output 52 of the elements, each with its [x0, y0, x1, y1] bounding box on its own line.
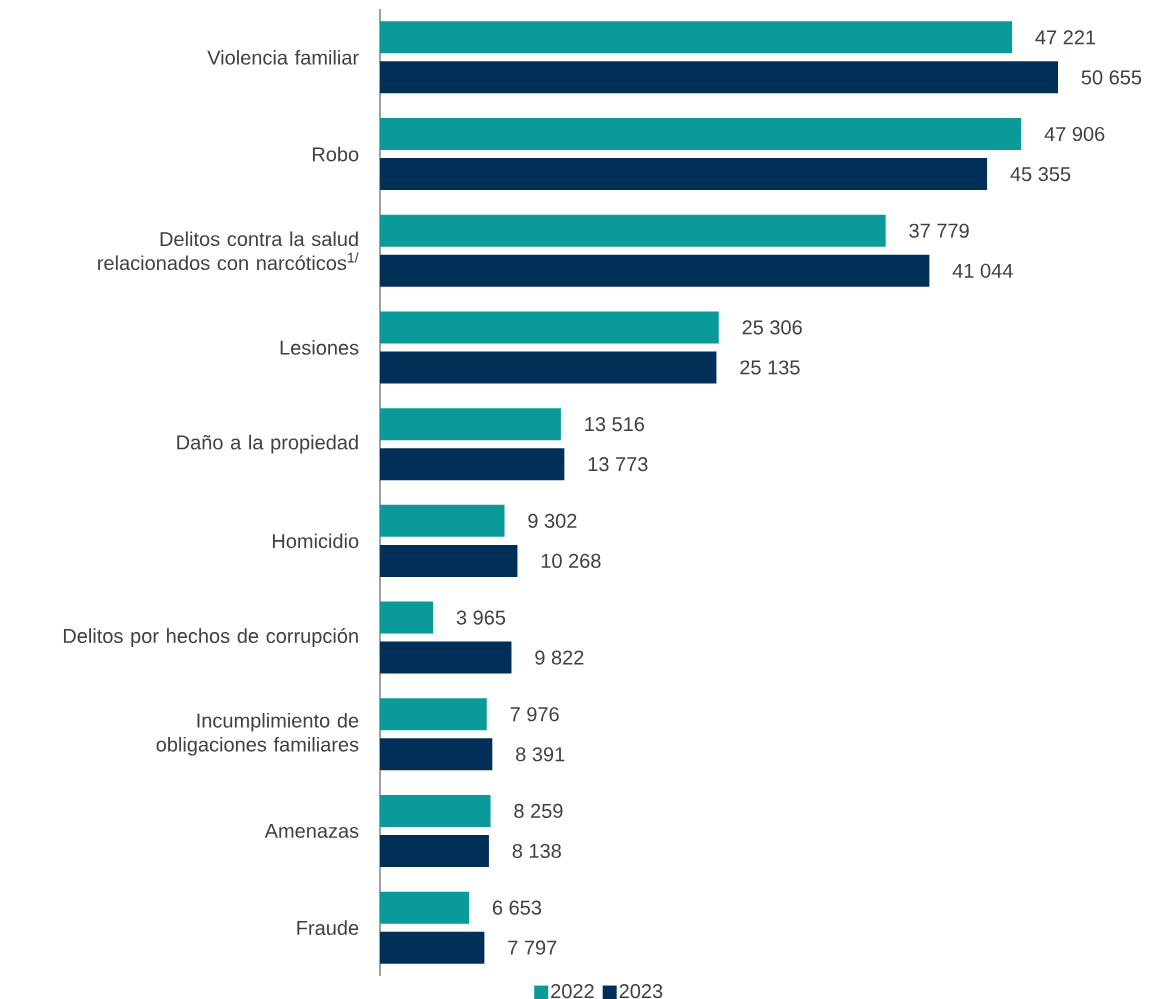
y-tick-label: Fraude	[297, 920, 359, 936]
data-label: 8 138	[512, 843, 561, 859]
data-label: 10 268	[541, 553, 601, 568]
y-tick-label: Homicidio	[272, 533, 359, 549]
data-label: 37 779	[909, 223, 969, 238]
y-tick-label: Robo	[312, 146, 359, 162]
data-label: 6 653	[492, 900, 542, 915]
data-label: 9 822	[535, 650, 584, 665]
bar	[380, 794, 491, 827]
bar	[380, 408, 561, 441]
data-label: 47 221	[1035, 30, 1096, 45]
data-label: 41 044	[952, 263, 1013, 278]
y-tick-label: Daño a la propiedad	[177, 434, 358, 454]
y-tick-label: Amenazas	[264, 823, 359, 838]
data-label: 7 976	[510, 707, 559, 722]
data-label: 25 135	[740, 360, 800, 375]
data-label: 9 302	[528, 513, 577, 528]
bar	[380, 834, 489, 867]
bar	[380, 311, 719, 344]
bar	[380, 504, 505, 537]
bar	[380, 448, 565, 481]
bar	[380, 601, 434, 634]
bar	[380, 158, 988, 191]
bar	[380, 214, 886, 247]
bar	[380, 351, 717, 384]
y-tick-label: Incumplimiento de obligaciones familiares	[156, 712, 359, 756]
data-label: 25 306	[742, 320, 802, 335]
bar	[380, 698, 487, 731]
bar	[380, 61, 1059, 94]
bar	[380, 544, 518, 577]
data-label: 13 773	[588, 457, 648, 472]
data-label: 47 906	[1044, 126, 1105, 142]
bar	[380, 738, 493, 771]
y-tick-label: Violencia familiar	[207, 50, 359, 65]
bar	[380, 21, 1013, 54]
data-label: 50 655	[1081, 70, 1142, 85]
legend-label: 2022	[551, 984, 594, 999]
y-tick-label: Delitos contra la salud relacionados con narcóticos$^{1/}$	[98, 231, 359, 271]
data-label: 8 259	[514, 803, 563, 819]
data-label: 8 391	[516, 747, 565, 762]
bar	[380, 254, 930, 287]
data-label: 13 516	[585, 417, 645, 432]
y-tick-label: Lesiones	[280, 340, 359, 355]
data-label: 45 355	[1010, 166, 1071, 182]
bar	[380, 118, 1022, 151]
data-label: 3 965	[456, 610, 506, 625]
bar	[380, 641, 512, 674]
data-label: 7 797	[508, 940, 557, 955]
bar	[380, 931, 485, 964]
legend-label: 2023	[619, 984, 663, 999]
bar	[380, 891, 470, 924]
y-tick-label: Delitos por hechos de corrupción	[63, 628, 358, 647]
